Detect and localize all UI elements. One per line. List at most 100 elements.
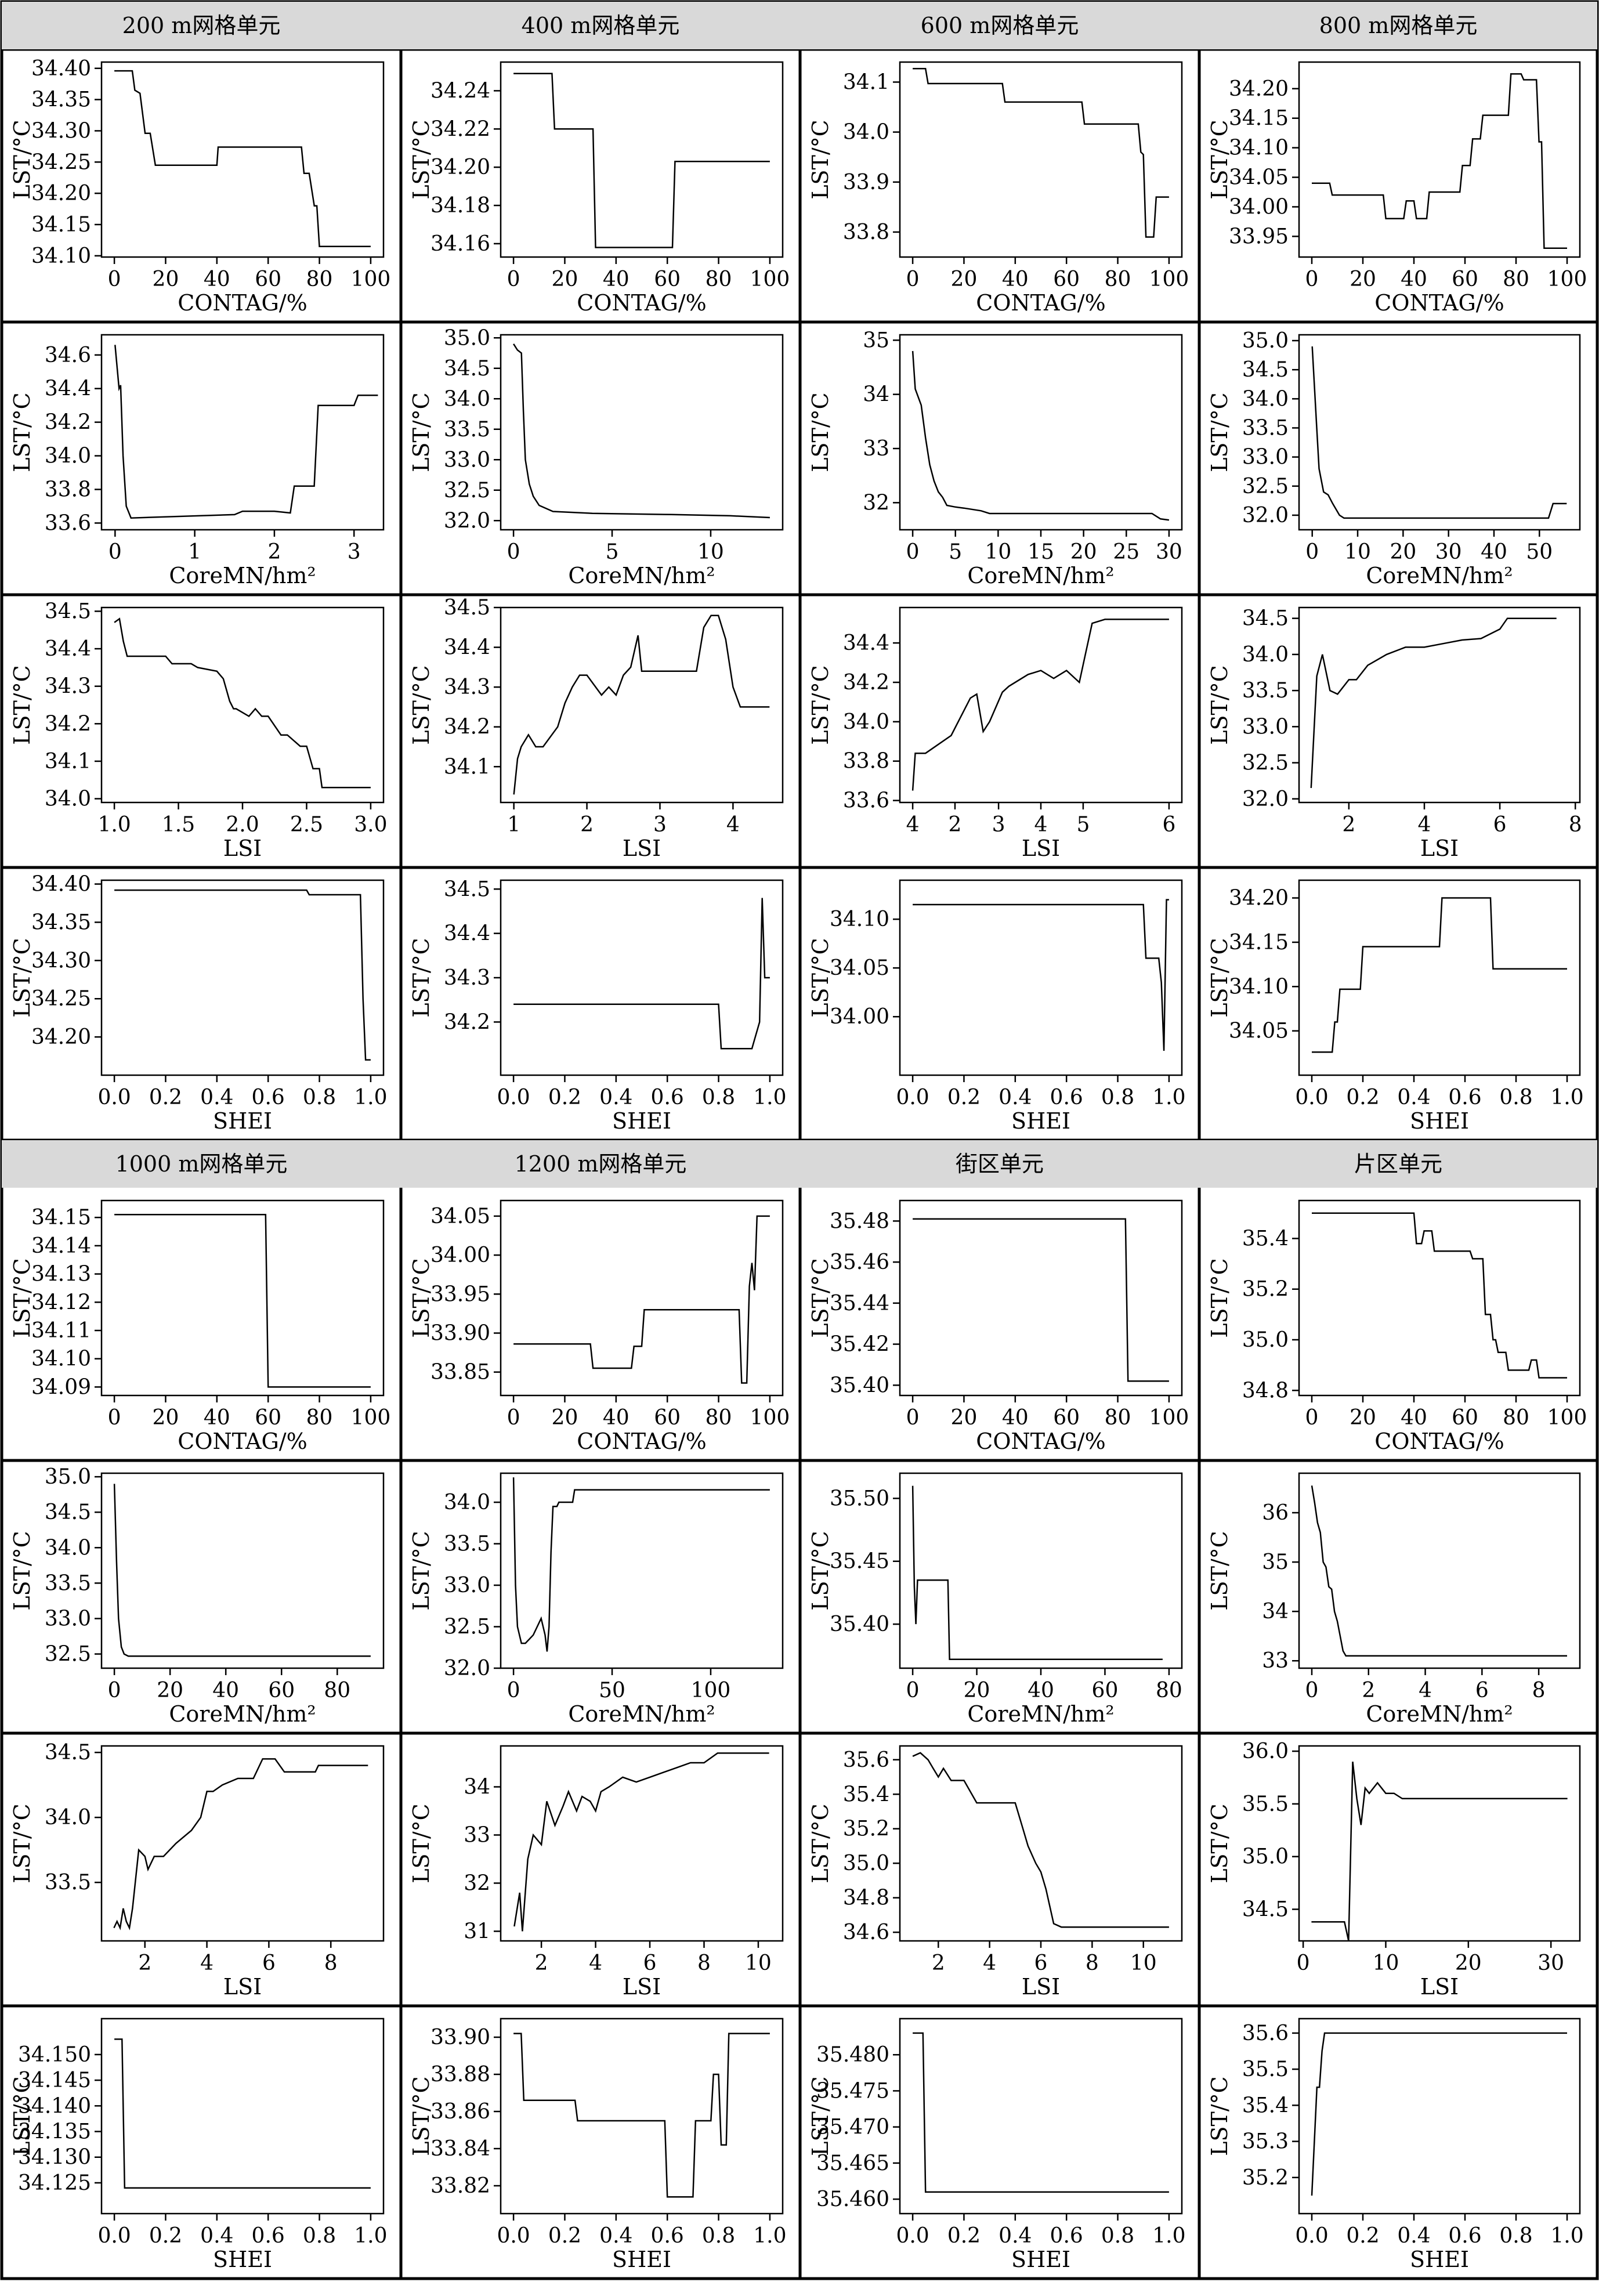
x-tick-label: 10 xyxy=(697,540,724,564)
y-tick-label: 34.5 xyxy=(444,357,490,381)
y-tick-label: 34.25 xyxy=(31,150,91,174)
y-tick-label: 33.8 xyxy=(843,220,889,244)
x-tick-label: 30 xyxy=(1435,540,1462,564)
y-tick-label: 34.15 xyxy=(1229,107,1289,131)
y-tick-label: 35.46 xyxy=(830,1250,889,1274)
x-tick-label: 40 xyxy=(204,267,230,291)
y-tick-label: 33 xyxy=(863,437,889,461)
x-tick-label: 0.8 xyxy=(1101,1086,1134,1109)
x-tick-label: 60 xyxy=(255,267,281,291)
x-tick-label: 6 xyxy=(1162,813,1175,837)
x-tick-label: 80 xyxy=(1105,267,1131,291)
y-tick-label: 34.05 xyxy=(1229,166,1289,190)
x-tick-label: 0 xyxy=(108,540,122,564)
chart-panels: 0 20 40 60 80 10034.1034.1534.2034.2534.3034.… xyxy=(9,57,1587,2272)
y-tick-label: 34.0 xyxy=(444,387,490,411)
y-axis-label: LST/°C xyxy=(1207,120,1232,200)
y-tick-label: 33.5 xyxy=(1242,679,1289,703)
chart-block-coremn: 0 20 40 60 80 35.40 35.45 35.50 CoreMN/hm² LST/°C xyxy=(808,1472,1183,1727)
y-tick-label: 35.0 xyxy=(1242,1328,1289,1352)
x-tick-label: 1.0 xyxy=(354,1086,387,1109)
chart-g600-contag: 0 20 40 60 80 100 33.8 33.9 34.0 34.1 CONTAG/% LST/… xyxy=(808,61,1189,316)
x-tick-label: 40 xyxy=(603,267,630,291)
series-line xyxy=(513,73,770,248)
series-line xyxy=(114,889,371,1061)
chart-g200-coremn: 0 1 2 3 33.6 33.8 34.0 34.2 34.4 34.6 CoreMN/hm² LS… xyxy=(9,334,385,588)
y-tick-label: 34.0 xyxy=(45,1536,91,1560)
y-axis-label: LST/°C xyxy=(1207,2076,1232,2156)
x-tick-label: 10 xyxy=(745,1951,772,1975)
y-tick-label: 34.3 xyxy=(45,675,91,699)
plot-area xyxy=(100,1745,385,1942)
x-axis-label: CoreMN/hm² xyxy=(169,563,316,588)
y-tick-label: 34.4 xyxy=(444,636,490,660)
y-tick-label: 34.5 xyxy=(45,599,91,623)
x-tick-label: 60 xyxy=(654,1406,681,1430)
x-tick-label: 0.8 xyxy=(702,1086,735,1109)
x-axis-label: SHEI xyxy=(1011,2247,1070,2272)
x-tick-label: 0 xyxy=(108,1406,121,1430)
x-axis-label: LSI xyxy=(623,836,661,861)
y-axis-label: LST/°C xyxy=(9,1803,35,1883)
chart-g400-contag: 0 20 40 60 80 100 34.16 34.18 34.20 34.22 34.24 CON… xyxy=(408,61,790,316)
chart-g800-coremn: 0 10 20 30 40 50 32.0 32.5 33.0 33.5 34.0 34.5 35.0 C… xyxy=(1207,329,1581,588)
plot-area xyxy=(500,61,784,258)
y-tick-label: 34.20 xyxy=(31,182,91,205)
y-tick-label: 35.0 xyxy=(444,326,490,350)
x-tick-label: 2.0 xyxy=(226,813,259,837)
x-tick-label: 10 xyxy=(1373,1951,1399,1975)
y-tick-label: 34.2 xyxy=(444,1010,490,1034)
y-tick-label: 34.4 xyxy=(45,637,91,661)
y-tick-label: 33.5 xyxy=(1242,416,1289,440)
y-axis-label: LST/°C xyxy=(808,1803,833,1883)
x-tick-label: 100 xyxy=(1547,1406,1587,1430)
x-tick-label: 0.0 xyxy=(497,1086,530,1109)
x-tick-label: 0.0 xyxy=(497,2224,530,2248)
y-axis-label: LST/°C xyxy=(408,1803,434,1883)
y-tick-label: 34.4 xyxy=(45,377,91,401)
x-tick-label: 40 xyxy=(1028,1679,1054,1702)
y-tick-label: 34.20 xyxy=(1229,887,1289,910)
x-tick-label: 60 xyxy=(654,267,681,291)
series-line xyxy=(913,2032,1169,2193)
x-tick-label: 1.0 xyxy=(1550,2224,1583,2248)
y-tick-label: 33.6 xyxy=(45,511,91,535)
y-tick-label: 33.0 xyxy=(444,448,490,472)
x-tick-label: 40 xyxy=(212,1679,239,1702)
y-axis-label: LST/°C xyxy=(408,2076,434,2156)
y-axis-label: LST/°C xyxy=(1207,938,1232,1018)
plot-area xyxy=(1298,606,1581,804)
x-tick-label: 60 xyxy=(1452,1406,1478,1430)
y-tick-label: 33.95 xyxy=(1229,225,1289,248)
x-tick-label: 6 xyxy=(643,1951,657,1975)
y-tick-label: 34.13 xyxy=(31,1263,91,1286)
series-line xyxy=(512,1477,770,1652)
y-tick-label: 34.1 xyxy=(843,70,889,94)
x-axis-label: CONTAG/% xyxy=(976,290,1105,316)
x-tick-label: 0.8 xyxy=(702,2224,735,2248)
series-line xyxy=(911,350,1170,521)
y-tick-label: 34.6 xyxy=(843,1921,889,1944)
x-axis-label: LSI xyxy=(223,1974,262,1999)
series-line xyxy=(113,1758,368,1930)
plot-area xyxy=(100,2017,385,2215)
x-tick-label: 100 xyxy=(1547,267,1587,291)
y-tick-label: 34.3 xyxy=(444,675,490,699)
x-tick-label: 0.8 xyxy=(303,2224,336,2248)
series-line xyxy=(1311,2032,1567,2196)
y-tick-label: 34.14 xyxy=(31,1234,91,1258)
x-tick-label: 80 xyxy=(1503,1406,1529,1430)
y-tick-label: 34.0 xyxy=(843,710,889,734)
y-tick-label: 34.11 xyxy=(31,1319,91,1343)
y-axis-label: LST/°C xyxy=(9,1531,35,1611)
y-axis-label: LST/°C xyxy=(9,938,35,1018)
y-tick-label: 34.5 xyxy=(444,596,490,620)
series-line xyxy=(913,67,1169,238)
y-axis-label: LST/°C xyxy=(408,1258,434,1338)
x-tick-label: 3 xyxy=(653,813,667,837)
x-tick-label: 20 xyxy=(1390,540,1416,564)
plot-area xyxy=(1298,879,1581,1076)
y-tick-label: 32.5 xyxy=(444,1615,490,1639)
y-axis-label: LST/°C xyxy=(808,2076,833,2156)
chart-g1200-shei: 0.0 0.2 0.4 0.6 0.8 1.0 33.82 33.84 33.86 33.88 33… xyxy=(408,2017,787,2272)
